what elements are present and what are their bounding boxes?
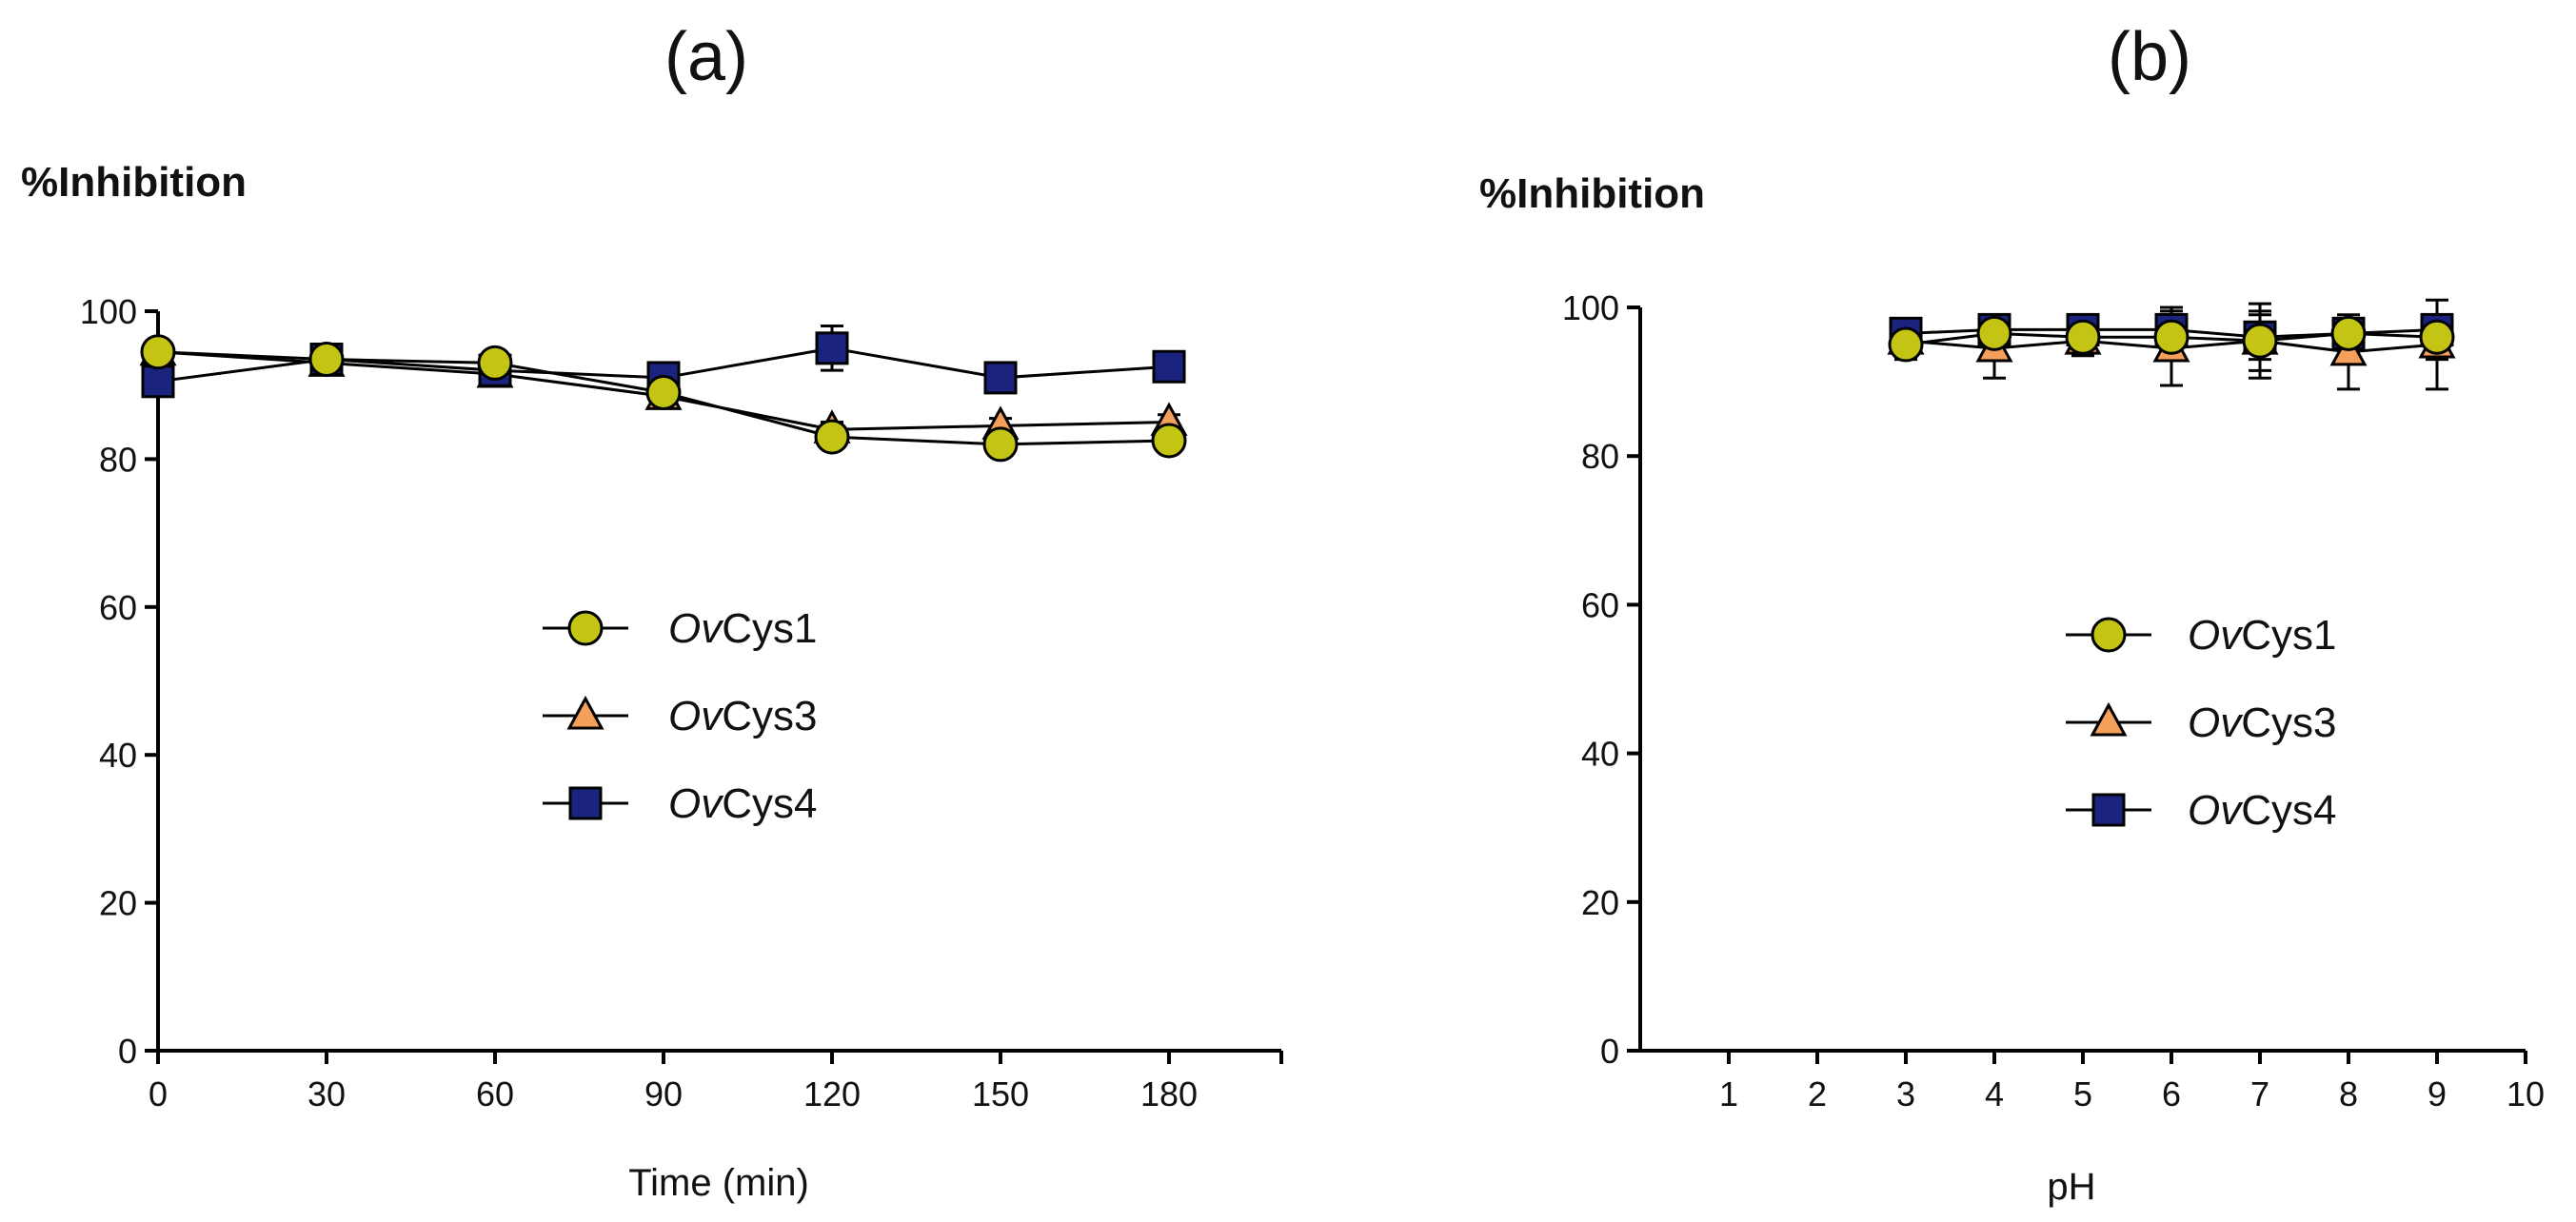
legend-label: OvCys4 xyxy=(2188,787,2336,834)
legend-marker-cys4 xyxy=(568,786,603,820)
y-tick-label: 80 xyxy=(99,440,137,479)
data-point-cys1 xyxy=(2065,319,2101,355)
panel-a-ylabel: %Inhibition xyxy=(21,159,247,206)
panel-a-xlabel: Time (min) xyxy=(628,1162,809,1204)
legend-marker-cys3 xyxy=(566,695,604,730)
legend-label: OvCys4 xyxy=(668,780,817,827)
y-tick-label: 0 xyxy=(1600,1032,1619,1071)
data-point-cys1 xyxy=(1151,423,1187,459)
legend-label: OvCys1 xyxy=(668,605,817,652)
y-tick-label: 40 xyxy=(99,736,137,775)
x-tick-label: 5 xyxy=(2073,1074,2092,1114)
legend-label-rest: Cys3 xyxy=(2241,700,2336,746)
legend-marker-cys3 xyxy=(2090,701,2128,737)
legend-label-italic: Ov xyxy=(2188,612,2244,659)
x-tick-label: 9 xyxy=(2427,1074,2447,1114)
data-point-cys4 xyxy=(1152,349,1186,384)
panel-a: (a) %Inhibition Time (min) 0 20 40 60 80 100 0… xyxy=(21,19,1283,1204)
x-tick-label: 0 xyxy=(149,1074,168,1114)
legend-marker-cys1 xyxy=(2091,617,2127,653)
y-tick-label: 0 xyxy=(118,1032,137,1071)
data-point-cys1 xyxy=(140,334,176,370)
legend-marker-cys1 xyxy=(567,610,604,646)
legend-label-italic: Ov xyxy=(668,693,724,739)
panel-b-xlabel: pH xyxy=(2047,1166,2095,1208)
y-tick-label: 60 xyxy=(1581,585,1619,624)
y-tick-label: 60 xyxy=(99,588,137,627)
x-tick-label: 2 xyxy=(1808,1074,1827,1114)
data-point-cys1 xyxy=(1888,326,1924,363)
y-tick-label: 40 xyxy=(1581,735,1619,774)
y-tick-label: 20 xyxy=(1581,883,1619,922)
x-tick-label: 1 xyxy=(1719,1074,1738,1114)
legend-label-rest: Cys1 xyxy=(2241,612,2336,659)
x-tick-label: 30 xyxy=(307,1074,346,1114)
data-point-cys1 xyxy=(2153,319,2190,355)
legend-label-italic: Ov xyxy=(2188,787,2244,834)
data-point-cys4 xyxy=(141,365,175,399)
y-tick-label: 100 xyxy=(80,292,137,331)
legend-marker-cys4 xyxy=(2091,793,2126,827)
x-tick-label: 8 xyxy=(2339,1074,2358,1114)
x-tick-label: 90 xyxy=(644,1074,683,1114)
legend-label-italic: Ov xyxy=(2188,700,2244,746)
data-point-cys1 xyxy=(2242,323,2278,359)
legend-label-rest: Cys4 xyxy=(722,780,817,827)
data-point-cys1 xyxy=(645,374,682,410)
x-tick-label: 60 xyxy=(476,1074,514,1114)
data-point-cys1 xyxy=(477,345,513,381)
panel-b-label: (b) xyxy=(2108,19,2191,95)
legend-label-rest: Cys4 xyxy=(2241,787,2336,834)
legend-label-italic: Ov xyxy=(668,605,724,652)
data-point-cys1 xyxy=(814,419,850,455)
y-tick-label: 80 xyxy=(1581,437,1619,476)
x-tick-label: 7 xyxy=(2250,1074,2269,1114)
y-tick-label: 100 xyxy=(1562,288,1619,327)
legend-label: OvCys1 xyxy=(2188,612,2336,659)
legend-label-rest: Cys1 xyxy=(722,605,817,652)
legend-label-rest: Cys3 xyxy=(722,693,817,739)
y-tick-label: 20 xyxy=(99,884,137,923)
x-tick-label: 120 xyxy=(803,1074,861,1114)
x-tick-label: 3 xyxy=(1896,1074,1915,1114)
legend-label: OvCys3 xyxy=(668,693,817,739)
x-tick-label: 180 xyxy=(1140,1074,1198,1114)
data-point-cys4 xyxy=(983,361,1018,395)
x-tick-label: 4 xyxy=(1985,1074,2004,1114)
data-point-cys1 xyxy=(308,342,345,378)
legend-label-italic: Ov xyxy=(668,780,724,827)
x-tick-label: 150 xyxy=(972,1074,1029,1114)
x-tick-label: 10 xyxy=(2507,1074,2545,1114)
x-tick-label: 6 xyxy=(2162,1074,2181,1114)
data-point-cys1 xyxy=(2419,319,2455,355)
panel-a-label: (a) xyxy=(664,19,748,95)
data-point-cys1 xyxy=(2330,315,2367,351)
data-point-cys1 xyxy=(982,426,1019,463)
data-point-cys1 xyxy=(1976,315,2012,351)
data-point-cys4 xyxy=(815,331,849,365)
panel-b: (b) %Inhibition pH 0 20 40 60 80 100 1 2 3 4 5 6 7 8 9… xyxy=(1479,19,2545,1208)
panel-b-ylabel: %Inhibition xyxy=(1479,170,1705,217)
legend-label: OvCys3 xyxy=(2188,700,2336,746)
